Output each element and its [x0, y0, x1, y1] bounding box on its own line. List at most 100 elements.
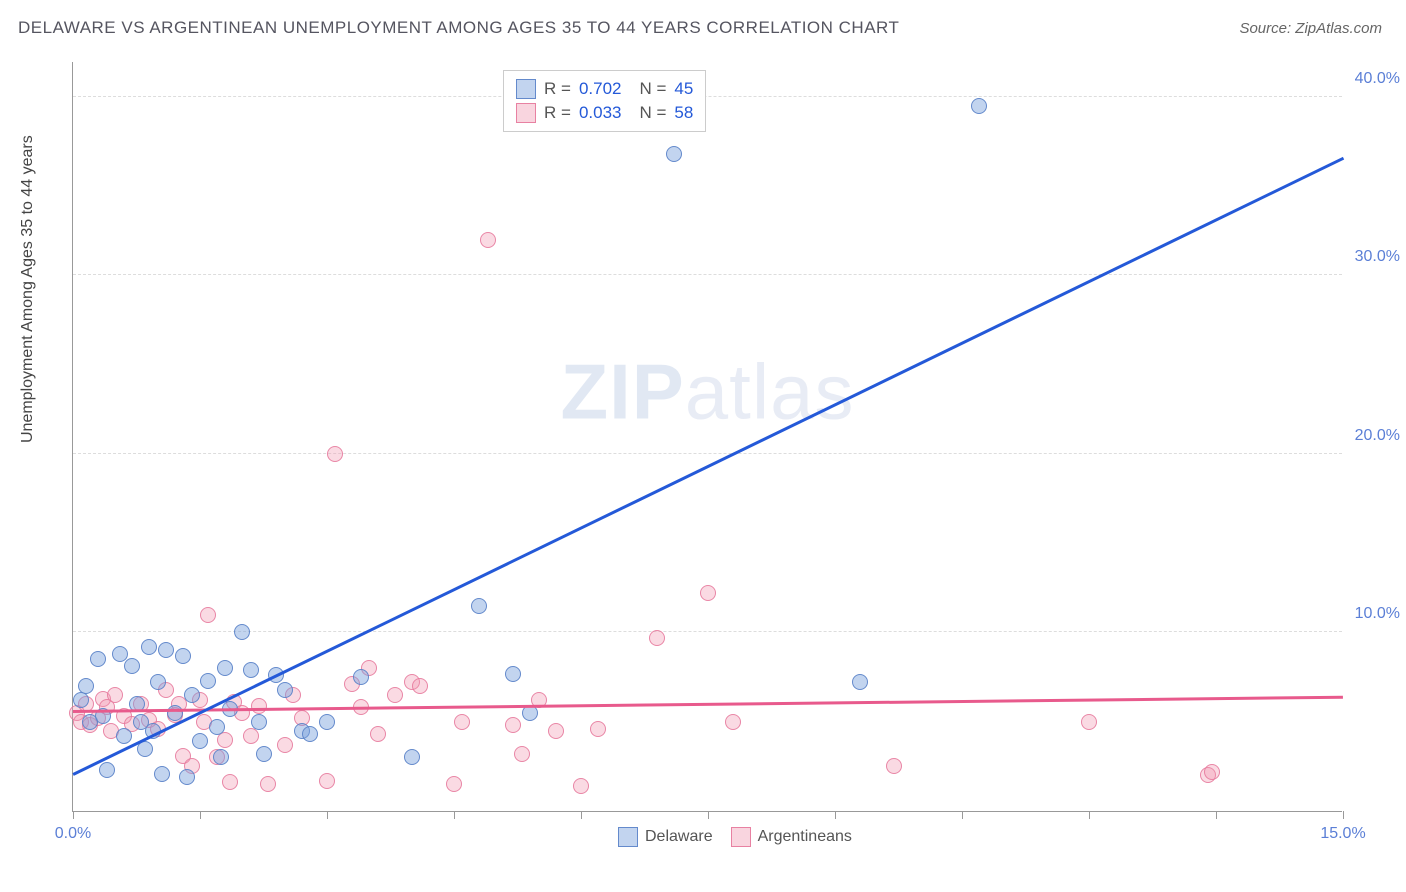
data-point — [302, 726, 318, 742]
r-value: 0.702 — [579, 79, 622, 99]
legend-swatch — [618, 827, 638, 847]
legend-label: Delaware — [645, 828, 713, 846]
data-point — [99, 762, 115, 778]
plot-area: ZIPatlas 10.0%20.0%30.0%40.0%0.0%15.0%R … — [72, 62, 1342, 812]
x-tick — [581, 811, 582, 819]
source-attribution: Source: ZipAtlas.com — [1239, 20, 1382, 37]
data-point — [167, 705, 183, 721]
data-point — [404, 749, 420, 765]
legend-item: Delaware — [618, 827, 713, 847]
data-point — [251, 698, 267, 714]
data-point — [471, 598, 487, 614]
data-point — [90, 651, 106, 667]
x-tick — [454, 811, 455, 819]
data-point — [505, 666, 521, 682]
data-point — [590, 721, 606, 737]
data-point — [277, 737, 293, 753]
chart-container: Unemployment Among Ages 35 to 44 years Z… — [48, 54, 1378, 866]
data-point — [150, 674, 166, 690]
data-point — [480, 232, 496, 248]
data-point — [1204, 764, 1220, 780]
data-point — [277, 682, 293, 698]
data-point — [158, 642, 174, 658]
data-point — [548, 723, 564, 739]
r-label: R = — [544, 103, 571, 123]
gridline — [73, 453, 1342, 454]
legend-row: R = 0.033 N = 58 — [516, 101, 693, 125]
data-point — [319, 714, 335, 730]
n-label: N = — [639, 79, 666, 99]
legend-label: Argentineans — [758, 828, 852, 846]
data-point — [112, 646, 128, 662]
legend-swatch — [516, 79, 536, 99]
watermark: ZIPatlas — [560, 346, 854, 437]
data-point — [116, 728, 132, 744]
data-point — [454, 714, 470, 730]
data-point — [505, 717, 521, 733]
data-point — [213, 749, 229, 765]
data-point — [573, 778, 589, 794]
n-label: N = — [639, 103, 666, 123]
data-point — [514, 746, 530, 762]
x-tick — [708, 811, 709, 819]
n-value: 58 — [674, 103, 693, 123]
x-tick — [200, 811, 201, 819]
data-point — [971, 98, 987, 114]
n-value: 45 — [674, 79, 693, 99]
data-point — [256, 746, 272, 762]
data-point — [412, 678, 428, 694]
data-point — [154, 766, 170, 782]
data-point — [886, 758, 902, 774]
y-tick-label: 20.0% — [1355, 427, 1400, 445]
x-tick — [835, 811, 836, 819]
data-point — [260, 776, 276, 792]
y-axis-label: Unemployment Among Ages 35 to 44 years — [19, 135, 37, 443]
data-point — [78, 678, 94, 694]
data-point — [141, 639, 157, 655]
chart-title: DELAWARE VS ARGENTINEAN UNEMPLOYMENT AMO… — [18, 18, 899, 38]
data-point — [852, 674, 868, 690]
trend-line — [72, 157, 1343, 775]
x-tick-label: 15.0% — [1320, 825, 1365, 843]
x-tick — [1343, 811, 1344, 819]
x-tick — [327, 811, 328, 819]
x-tick — [962, 811, 963, 819]
data-point — [222, 774, 238, 790]
data-point — [234, 624, 250, 640]
data-point — [217, 660, 233, 676]
gridline — [73, 274, 1342, 275]
data-point — [73, 692, 89, 708]
data-point — [327, 446, 343, 462]
data-point — [200, 673, 216, 689]
legend-row: R = 0.702 N = 45 — [516, 77, 693, 101]
data-point — [666, 146, 682, 162]
r-label: R = — [544, 79, 571, 99]
data-point — [700, 585, 716, 601]
data-point — [243, 728, 259, 744]
y-tick-label: 40.0% — [1355, 70, 1400, 88]
series-legend: Delaware Argentineans — [618, 827, 852, 847]
data-point — [1081, 714, 1097, 730]
chart-header: DELAWARE VS ARGENTINEAN UNEMPLOYMENT AMO… — [0, 0, 1406, 48]
data-point — [209, 719, 225, 735]
x-tick — [73, 811, 74, 819]
legend-swatch — [516, 103, 536, 123]
data-point — [387, 687, 403, 703]
data-point — [179, 769, 195, 785]
data-point — [175, 648, 191, 664]
data-point — [649, 630, 665, 646]
x-tick — [1089, 811, 1090, 819]
y-tick-label: 30.0% — [1355, 248, 1400, 266]
gridline — [73, 96, 1342, 97]
data-point — [107, 687, 123, 703]
data-point — [370, 726, 386, 742]
data-point — [200, 607, 216, 623]
data-point — [124, 658, 140, 674]
r-value: 0.033 — [579, 103, 622, 123]
x-tick-label: 0.0% — [55, 825, 91, 843]
legend-swatch — [731, 827, 751, 847]
data-point — [192, 733, 208, 749]
legend-item: Argentineans — [731, 827, 852, 847]
data-point — [243, 662, 259, 678]
correlation-legend: R = 0.702 N = 45 R = 0.033 N = 58 — [503, 70, 706, 132]
